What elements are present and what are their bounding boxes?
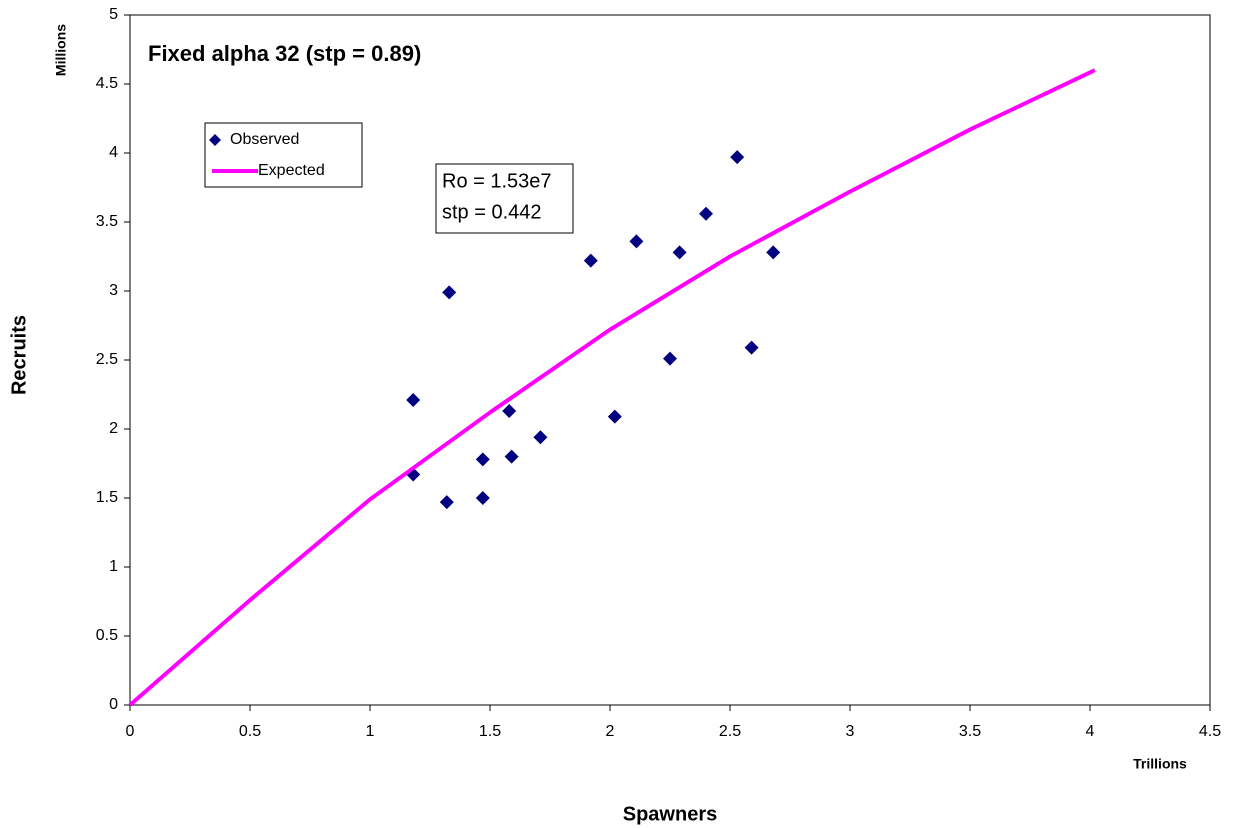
y-tick-label: 0.5 xyxy=(96,627,118,644)
observed-point xyxy=(607,409,622,424)
observed-point xyxy=(744,340,759,355)
x-tick-label: 1 xyxy=(366,723,375,740)
y-axis-title: Recruits xyxy=(8,315,30,395)
x-axis-title: Spawners xyxy=(623,803,717,825)
x-tick-label: 2 xyxy=(606,723,615,740)
legend xyxy=(204,122,363,188)
x-tick-label: 4.5 xyxy=(1199,723,1221,740)
x-unit: Trillions xyxy=(1133,756,1187,772)
y-tick-label: 1 xyxy=(109,558,118,575)
annotation: Ro = 1.53e7 xyxy=(442,170,552,192)
legend-label: Expected xyxy=(258,162,325,179)
x-tick-label: 1.5 xyxy=(479,723,501,740)
observed-point xyxy=(583,253,598,268)
y-tick-label: 2.5 xyxy=(96,351,118,368)
observed-point xyxy=(475,491,490,505)
observed-point xyxy=(502,404,517,419)
x-tick-label: 4 xyxy=(1086,723,1095,740)
legend-marker xyxy=(209,134,221,146)
observed-point xyxy=(629,234,644,249)
annotation-box xyxy=(435,163,574,234)
observed-point xyxy=(475,452,490,467)
legend-label: Observed xyxy=(230,131,299,148)
observed-point xyxy=(533,430,548,445)
observed-point xyxy=(766,245,781,260)
y-unit: Millions xyxy=(53,24,69,76)
annotation: stp = 0.442 xyxy=(442,201,542,223)
y-tick-label: 1.5 xyxy=(96,489,118,506)
observed-point xyxy=(672,245,687,260)
x-tick-label: 0 xyxy=(126,723,135,740)
observed-point xyxy=(442,285,457,300)
observed-point xyxy=(663,351,677,366)
y-tick-label: 4.5 xyxy=(96,75,118,92)
chart-title: Fixed alpha 32 (stp = 0.89) xyxy=(148,41,421,66)
y-tick-label: 2 xyxy=(109,420,118,437)
observed-point xyxy=(504,449,519,464)
y-tick-label: 5 xyxy=(109,6,118,23)
y-tick-label: 3.5 xyxy=(96,213,118,230)
observed-point xyxy=(699,206,713,221)
x-tick-label: 2.5 xyxy=(719,723,741,740)
observed-point xyxy=(730,150,745,165)
observed-point xyxy=(439,495,454,510)
x-tick-label: 3.5 xyxy=(959,723,981,740)
x-tick-label: 0.5 xyxy=(239,723,261,740)
y-tick-label: 3 xyxy=(109,282,118,299)
x-tick-label: 3 xyxy=(846,723,855,740)
observed-point xyxy=(406,393,421,408)
y-tick-label: 0 xyxy=(109,696,118,713)
expected-line xyxy=(128,68,1096,707)
y-tick-label: 4 xyxy=(109,144,118,161)
